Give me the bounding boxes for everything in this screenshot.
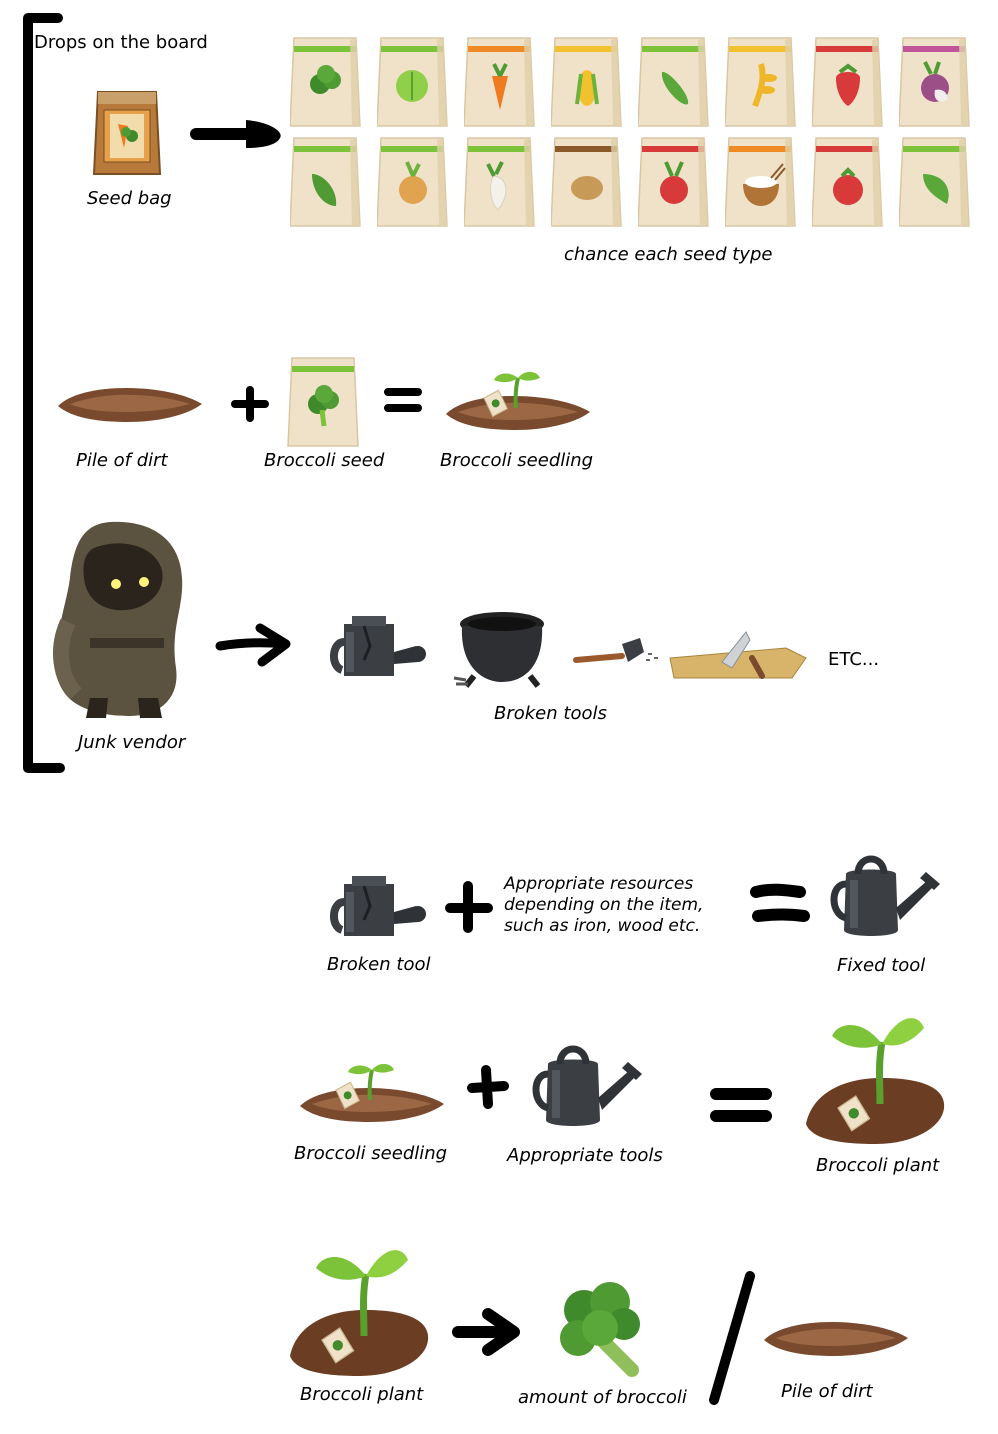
seed-packet-cabbage bbox=[377, 37, 448, 127]
dirt-pile-label: Pile of dirt bbox=[76, 450, 168, 471]
broccoli-plant-icon bbox=[806, 1018, 945, 1144]
seed-packet-carrot bbox=[464, 37, 535, 127]
junk-vendor-label: Junk vendor bbox=[78, 732, 186, 753]
seed-packet-corn bbox=[551, 37, 622, 127]
divider-slash bbox=[709, 1271, 755, 1405]
diagram-title: Drops on the board bbox=[34, 32, 208, 53]
seed-packet-radish-red bbox=[638, 137, 709, 227]
seed-packet-broccoli bbox=[290, 37, 361, 127]
seed-packet-radish-white bbox=[464, 137, 535, 227]
arrow-right-icon bbox=[215, 623, 291, 667]
seed-packet-rice bbox=[725, 137, 796, 227]
resources-line: depending on the item, bbox=[504, 895, 704, 915]
equals-icon bbox=[750, 883, 810, 922]
seed-packet-pepper bbox=[899, 137, 970, 227]
cabbage-icon bbox=[396, 70, 428, 102]
watering-can-icon bbox=[836, 858, 942, 942]
cucumber-icon bbox=[661, 71, 689, 105]
seed-packet-tomato bbox=[812, 137, 883, 227]
seed-packet-cucumber bbox=[638, 37, 709, 127]
broccoli-plant-icon bbox=[290, 1250, 429, 1376]
equals-icon bbox=[384, 388, 422, 412]
seed-packet-grid bbox=[290, 34, 980, 234]
plus-icon bbox=[445, 881, 493, 933]
lettuce-icon bbox=[312, 174, 337, 206]
radish-red-icon bbox=[660, 161, 688, 204]
broccoli-seedling-label: Broccoli seedling bbox=[440, 450, 594, 471]
broken-tool-label: Broken tool bbox=[327, 954, 431, 975]
seed-chance-caption: chance each seed type bbox=[564, 244, 773, 265]
seed-packet-onion bbox=[377, 137, 448, 227]
junk-vendor-icon bbox=[53, 521, 183, 718]
pepper-icon bbox=[923, 174, 949, 204]
broccoli-icon bbox=[560, 1282, 640, 1377]
broken-cauldron-icon bbox=[453, 612, 544, 688]
arrow-right-icon bbox=[452, 1308, 520, 1356]
resources-text: Appropriate resources depending on the i… bbox=[504, 874, 703, 937]
broken-tools-label: Broken tools bbox=[494, 703, 607, 724]
arrow-right-icon bbox=[190, 120, 281, 148]
radish-white-icon bbox=[486, 161, 507, 211]
etc-label: ETC... bbox=[828, 649, 880, 670]
broccoli-icon bbox=[310, 65, 341, 94]
appropriate-tools-label: Appropriate tools bbox=[507, 1145, 663, 1166]
wheat-icon bbox=[752, 63, 777, 108]
group-bracket bbox=[23, 13, 65, 773]
seed-packet-strawberry bbox=[812, 37, 883, 127]
potato-icon bbox=[571, 176, 603, 200]
broccoli-seedling-label: Broccoli seedling bbox=[294, 1143, 448, 1164]
seed-bag-label: Seed bag bbox=[87, 188, 172, 209]
rice-icon bbox=[743, 163, 786, 206]
resources-line: Appropriate resources bbox=[504, 874, 694, 894]
dirt-pile-label: Pile of dirt bbox=[781, 1381, 873, 1402]
dirt-pile-icon bbox=[764, 1322, 908, 1356]
broccoli-seedling-icon bbox=[300, 1061, 444, 1122]
broccoli-plant-label: Broccoli plant bbox=[300, 1384, 424, 1405]
broccoli-amount-label: amount of broccoli bbox=[518, 1387, 687, 1408]
broccoli-seedling-icon bbox=[446, 369, 590, 430]
onion-icon bbox=[399, 161, 427, 204]
broccoli-seed-packet-icon bbox=[287, 357, 359, 447]
seed-packet-wheat bbox=[725, 37, 796, 127]
strawberry-icon bbox=[836, 63, 860, 106]
seed-packet-potato bbox=[551, 137, 622, 227]
turnip-icon bbox=[921, 61, 949, 102]
watering-can-icon bbox=[538, 1048, 644, 1132]
corn-icon bbox=[575, 70, 599, 106]
broken-cutting-board-icon bbox=[669, 631, 807, 679]
seed-bag-icon bbox=[92, 91, 162, 175]
seed-packet-turnip bbox=[899, 37, 970, 127]
broccoli-seed-label: Broccoli seed bbox=[264, 450, 385, 471]
broken-watering-can-icon bbox=[334, 872, 428, 942]
dirt-pile-icon bbox=[58, 388, 202, 422]
seed-packet-lettuce bbox=[290, 137, 361, 227]
broken-watering-can-icon bbox=[334, 612, 428, 682]
fixed-tool-label: Fixed tool bbox=[837, 955, 926, 976]
tomato-icon bbox=[833, 167, 863, 205]
broken-hoe-icon bbox=[573, 638, 658, 663]
plus-icon bbox=[231, 386, 269, 422]
resources-line: such as iron, wood etc. bbox=[504, 916, 701, 936]
plus-icon bbox=[467, 1065, 509, 1109]
carrot-icon bbox=[492, 63, 508, 110]
equals-icon bbox=[710, 1088, 772, 1122]
broccoli-plant-label: Broccoli plant bbox=[816, 1155, 940, 1176]
